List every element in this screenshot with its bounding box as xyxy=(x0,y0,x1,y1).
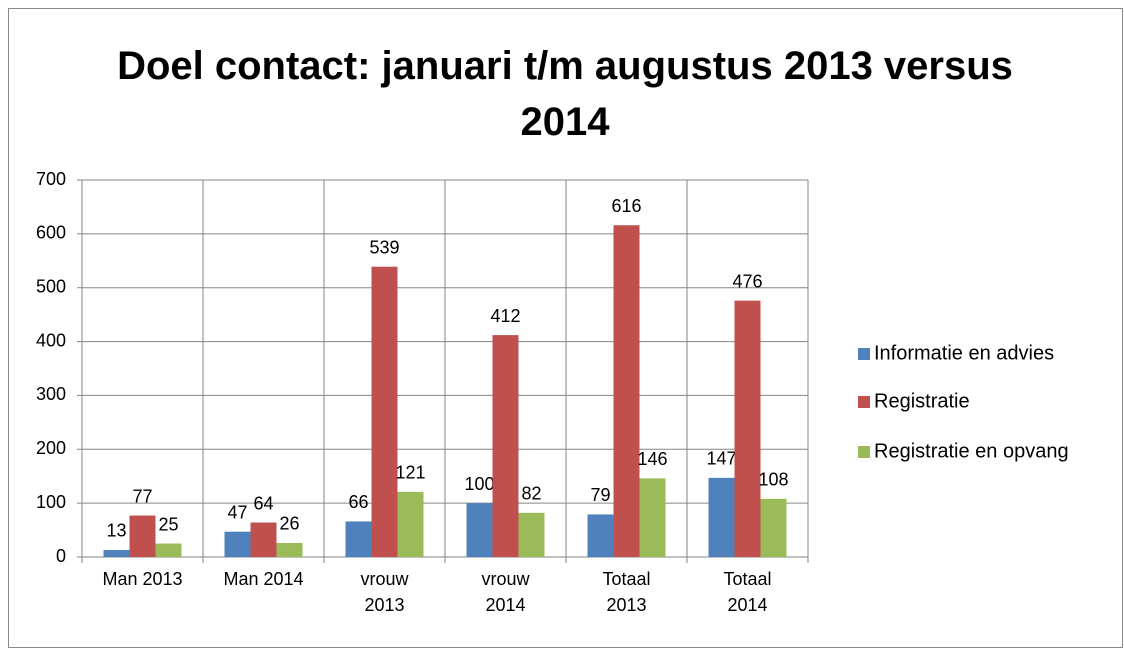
data-label: 64 xyxy=(253,493,273,513)
bar xyxy=(155,543,182,557)
data-label: 616 xyxy=(611,196,641,216)
legend-swatch xyxy=(858,446,870,458)
legend-swatch xyxy=(858,348,870,360)
y-tick-label: 700 xyxy=(36,169,66,189)
bar xyxy=(224,531,251,557)
chart-title: Doel contact: januari t/m augustus 2013 … xyxy=(117,44,1013,144)
data-label: 77 xyxy=(132,486,152,506)
y-tick-label: 200 xyxy=(36,438,66,458)
x-tick-label: Man 2014 xyxy=(223,569,304,589)
data-label: 47 xyxy=(227,502,247,522)
legend-swatch xyxy=(858,396,870,408)
data-label: 13 xyxy=(106,521,126,541)
bar xyxy=(466,503,493,557)
bar xyxy=(639,478,666,557)
x-tick-label: Totaal 2014 xyxy=(723,569,772,615)
x-tick-label: Man 2013 xyxy=(102,569,183,589)
y-tick-label: 100 xyxy=(36,492,66,512)
y-tick-label: 500 xyxy=(36,276,66,296)
data-label: 100 xyxy=(464,474,494,494)
x-tick-label: Totaal 2013 xyxy=(602,569,651,615)
data-label: 79 xyxy=(590,485,610,505)
bar xyxy=(276,542,303,557)
data-label: 25 xyxy=(158,514,178,534)
bar xyxy=(518,512,545,557)
data-label: 108 xyxy=(758,470,788,490)
bar xyxy=(760,498,787,557)
y-tick-label: 600 xyxy=(36,223,66,243)
y-tick-label: 0 xyxy=(56,546,66,566)
legend-label: Informatie en advies xyxy=(874,342,1054,364)
data-label: 146 xyxy=(637,449,667,469)
data-label: 121 xyxy=(395,463,425,483)
legend-label: Registratie xyxy=(874,390,970,412)
data-label: 82 xyxy=(521,484,541,504)
bar xyxy=(734,300,761,557)
bar xyxy=(250,522,277,557)
bar xyxy=(708,477,735,557)
bar xyxy=(129,515,156,557)
x-tick-label: vrouw 2014 xyxy=(481,569,530,615)
legend-label: Registratie en opvang xyxy=(874,440,1069,462)
bar xyxy=(492,335,519,557)
y-tick-label: 400 xyxy=(36,330,66,350)
bar xyxy=(613,225,640,558)
bar xyxy=(103,549,130,557)
data-label: 26 xyxy=(279,514,299,534)
y-tick-label: 300 xyxy=(36,384,66,404)
x-tick-label: vrouw 2013 xyxy=(360,569,409,615)
data-label: 476 xyxy=(732,271,762,291)
bar xyxy=(371,266,398,557)
data-label: 412 xyxy=(490,306,520,326)
bar xyxy=(345,521,372,557)
bar xyxy=(587,514,614,557)
bar xyxy=(397,491,424,557)
data-label: 539 xyxy=(369,237,399,257)
data-label: 147 xyxy=(706,449,736,469)
data-label: 66 xyxy=(348,492,368,512)
